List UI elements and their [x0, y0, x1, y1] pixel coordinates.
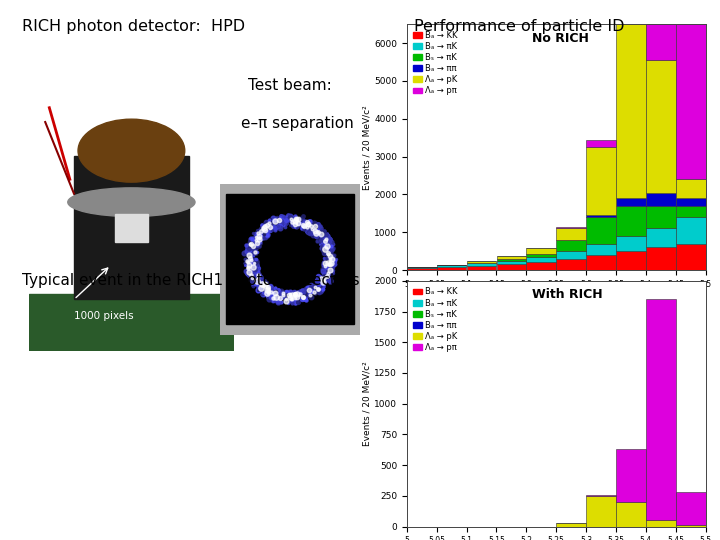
Bar [676, 217, 706, 244]
X-axis label: Invariant mass  [ GeV/c² ]: Invariant mass [ GeV/c² ] [493, 294, 619, 304]
Bar [407, 267, 436, 268]
Bar [557, 251, 586, 259]
Bar [646, 521, 675, 526]
Y-axis label: Events / 20 MeV/c²: Events / 20 MeV/c² [362, 361, 372, 446]
Bar [497, 259, 526, 261]
Text: No RICH: No RICH [532, 32, 589, 45]
Bar [526, 248, 556, 254]
Bar [616, 502, 646, 526]
Text: e–π separation: e–π separation [241, 116, 354, 131]
Bar [616, 198, 646, 206]
Bar [646, 0, 675, 60]
Bar [616, 206, 646, 236]
Bar [586, 495, 616, 496]
Bar [74, 157, 189, 300]
Bar [29, 294, 234, 351]
Bar [467, 261, 496, 263]
Bar [586, 496, 616, 526]
Ellipse shape [68, 188, 195, 217]
Bar [497, 261, 526, 264]
Bar [586, 244, 616, 255]
Bar [676, 198, 706, 206]
Bar [676, 206, 706, 217]
Bar [586, 147, 616, 215]
Text: Typical event in the RICH1 photon detectors: Typical event in the RICH1 photon detect… [22, 273, 359, 288]
Text: 1000 pixels: 1000 pixels [74, 311, 134, 321]
Bar [407, 268, 436, 270]
Bar [586, 217, 616, 244]
Bar [646, 299, 675, 521]
Bar [437, 265, 467, 267]
Text: RICH photon detector:  HPD: RICH photon detector: HPD [22, 19, 245, 34]
Bar [437, 267, 467, 270]
Bar [557, 227, 586, 228]
Text: Test beam:: Test beam: [248, 78, 332, 93]
Bar [676, 492, 706, 525]
Bar [616, 236, 646, 251]
Bar [526, 262, 556, 270]
Bar [557, 240, 586, 251]
Legend: Bₐ → KK, Bₐ → πK, Bₛ → πK, Bₐ → ππ, Λₐ → pK, Λₐ → pπ: Bₐ → KK, Bₐ → πK, Bₛ → πK, Bₐ → ππ, Λₐ →… [411, 29, 460, 98]
Ellipse shape [78, 119, 185, 182]
Bar [646, 206, 675, 228]
Y-axis label: Events / 20 MeV/c²: Events / 20 MeV/c² [362, 105, 372, 190]
Bar [586, 139, 616, 147]
Text: With RICH: With RICH [532, 288, 603, 301]
Bar [676, 179, 706, 198]
Bar [586, 215, 616, 217]
Bar [676, 525, 706, 526]
Bar [646, 192, 675, 206]
Bar [616, 0, 646, 9]
Text: 80 mm: 80 mm [112, 83, 151, 93]
Bar [676, 244, 706, 270]
Bar [616, 449, 646, 502]
Bar [115, 214, 148, 242]
Bar [646, 247, 675, 270]
Legend: Bₐ → KK, Bₐ → πK, Bₛ → πK, Bₐ → ππ, Λₐ → pK, Λₐ → pπ: Bₐ → KK, Bₐ → πK, Bₛ → πK, Bₐ → ππ, Λₐ →… [411, 285, 460, 354]
Bar [226, 194, 354, 325]
Bar [526, 256, 556, 262]
Bar [616, 251, 646, 270]
Bar [646, 228, 675, 247]
Text: Performance of particle ID: Performance of particle ID [414, 19, 624, 34]
Bar [467, 263, 496, 266]
Bar [676, 0, 706, 179]
Bar [467, 266, 496, 270]
Bar [557, 228, 586, 240]
Bar [646, 60, 675, 192]
Bar [526, 254, 556, 256]
Bar [586, 255, 616, 270]
Bar [497, 264, 526, 270]
Bar [616, 9, 646, 198]
Bar [497, 255, 526, 259]
Bar [557, 523, 586, 526]
Bar [557, 259, 586, 270]
